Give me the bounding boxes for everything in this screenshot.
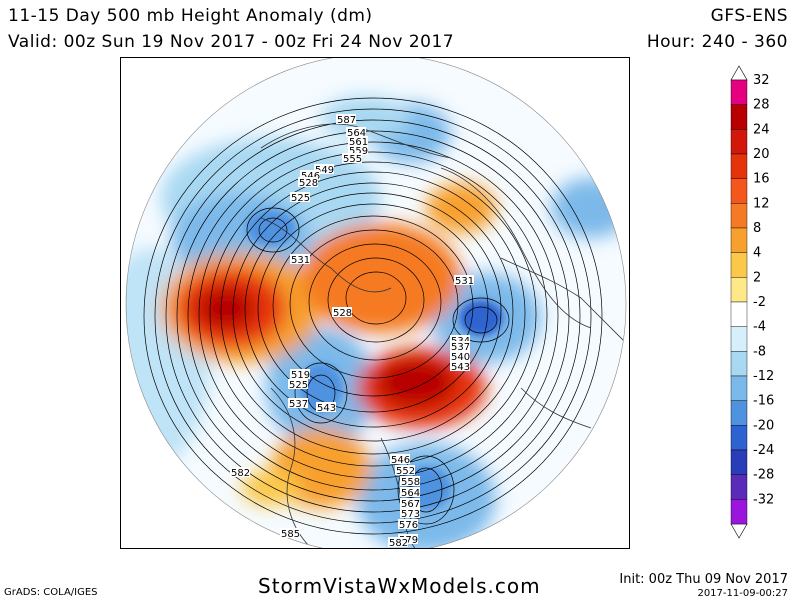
colorbar-swatch bbox=[730, 277, 748, 303]
colorbar-label: 28 bbox=[753, 98, 770, 113]
colorbar-label: -16 bbox=[753, 394, 774, 409]
contour-label: 559 bbox=[349, 146, 368, 157]
colorbar-swatch bbox=[730, 104, 748, 130]
colorbar-label: 2 bbox=[753, 270, 761, 285]
colorbar-swatch bbox=[730, 153, 748, 179]
contour-label: 543 bbox=[451, 362, 470, 373]
colorbar-label: 16 bbox=[753, 172, 770, 187]
contour-label: 567 bbox=[401, 499, 420, 510]
contour-label: 531 bbox=[455, 276, 474, 287]
colorbar-swatch bbox=[730, 375, 748, 401]
colorbar-label: -32 bbox=[753, 492, 774, 507]
colorbar-swatch bbox=[730, 351, 748, 377]
anomaly-colorbar: 32 28 24 20 16 12 8 4 2 -2 -4 -8 -12 -16 -20 -24 -28 -32 bbox=[730, 65, 774, 539]
colorbar-swatch bbox=[730, 79, 748, 105]
contour-label: 564 bbox=[401, 488, 420, 499]
colorbar-label: 8 bbox=[753, 221, 761, 236]
contour-label: 552 bbox=[396, 466, 415, 477]
contour-labels: 5875645615595555495465285255315285315345… bbox=[230, 114, 474, 549]
contour-label: 531 bbox=[291, 255, 310, 266]
colorbar-swatch bbox=[730, 227, 748, 253]
colorbar-label: -20 bbox=[753, 418, 774, 433]
colorbar-swatch bbox=[730, 400, 748, 426]
timestamp: 2017-11-09-00:27 bbox=[697, 588, 788, 599]
contour-label: 573 bbox=[401, 509, 420, 520]
contour-label: 537 bbox=[289, 399, 308, 410]
contour-label: 540 bbox=[451, 352, 470, 363]
colorbar-label: -28 bbox=[753, 468, 774, 483]
contour-label: 546 bbox=[391, 455, 410, 466]
height-contours bbox=[143, 97, 603, 535]
colorbar-swatch bbox=[730, 449, 748, 475]
colorbar-swatch bbox=[730, 178, 748, 204]
map-panel: 5875645615595555495465285255315285315345… bbox=[120, 57, 630, 549]
contour-label: 549 bbox=[315, 165, 334, 176]
contour-label: 582 bbox=[231, 468, 250, 479]
colorbar-swatch bbox=[730, 301, 748, 327]
contour-label: 528 bbox=[299, 178, 318, 189]
colorbar-label: 32 bbox=[753, 73, 770, 88]
contour-label: 546 bbox=[301, 171, 320, 182]
colorbar-label: 24 bbox=[753, 122, 770, 137]
colorbar-max-arrow bbox=[730, 65, 748, 81]
colorbar-label: 4 bbox=[753, 246, 761, 261]
valid-period: Valid: 00z Sun 19 Nov 2017 - 00z Fri 24 … bbox=[8, 32, 455, 52]
contour-label: 555 bbox=[343, 154, 362, 165]
colorbar-label: -24 bbox=[753, 443, 774, 458]
colorbar-label: -2 bbox=[753, 295, 766, 310]
colorbar-swatch bbox=[730, 425, 748, 451]
contour-label: 561 bbox=[349, 137, 368, 148]
colorbar-swatch bbox=[730, 499, 748, 525]
contour-label: 585 bbox=[281, 529, 300, 540]
colorbar-swatch bbox=[730, 326, 748, 352]
contour-label: 525 bbox=[289, 380, 308, 391]
colorbar-swatch bbox=[730, 474, 748, 500]
contour-label: 579 bbox=[399, 535, 418, 546]
init-time: Init: 00z Thu 09 Nov 2017 bbox=[619, 572, 788, 587]
colorbar-label: 20 bbox=[753, 147, 770, 162]
contour-label: 543 bbox=[317, 403, 336, 414]
colorbar-min-arrow bbox=[730, 523, 748, 539]
colorbar-swatch bbox=[730, 252, 748, 278]
colorbar-swatch bbox=[730, 203, 748, 229]
forecast-hour-range: Hour: 240 - 360 bbox=[646, 32, 788, 52]
contour-label: 582 bbox=[389, 538, 408, 549]
colorbar-label: -8 bbox=[753, 344, 766, 359]
colorbar-label: 12 bbox=[753, 196, 770, 211]
contour-label: 558 bbox=[401, 477, 420, 488]
site-name: StormVistaWxModels.com bbox=[258, 574, 541, 598]
colorbar-swatch bbox=[730, 129, 748, 155]
contour-label: 564 bbox=[347, 128, 366, 139]
colorbar-label: -12 bbox=[753, 369, 774, 384]
colorbar-label: -4 bbox=[753, 320, 766, 335]
contour-label: 537 bbox=[451, 342, 470, 353]
model-name: GFS-ENS bbox=[710, 6, 788, 26]
contour-label: 525 bbox=[291, 193, 310, 204]
height-anomaly-map: 5875645615595555495465285255315285315345… bbox=[125, 58, 627, 549]
grads-credit: GrADS: COLA/IGES bbox=[4, 587, 98, 598]
contour-label: 519 bbox=[291, 370, 310, 381]
contour-label: 528 bbox=[333, 308, 352, 319]
map-title: 11-15 Day 500 mb Height Anomaly (dm) bbox=[8, 6, 373, 26]
contour-label: 587 bbox=[337, 115, 356, 126]
contour-label: 576 bbox=[399, 520, 418, 531]
